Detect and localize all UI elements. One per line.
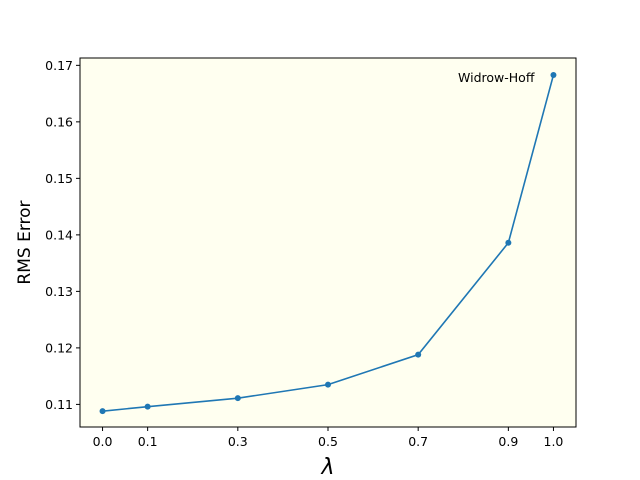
y-axis-label: RMS Error bbox=[15, 200, 35, 284]
x-tick-label: 0.0 bbox=[93, 434, 113, 449]
annotation-label: Widrow-Hoff bbox=[458, 70, 535, 85]
y-tick-label: 0.17 bbox=[45, 58, 73, 73]
data-point bbox=[144, 403, 151, 410]
x-tick-label: 0.3 bbox=[228, 434, 248, 449]
x-tick-label: 0.1 bbox=[138, 434, 158, 449]
data-point bbox=[99, 408, 106, 415]
y-tick-label: 0.13 bbox=[45, 284, 73, 299]
data-point bbox=[325, 381, 331, 388]
x-tick-label: 0.5 bbox=[318, 434, 338, 449]
x-tick-label: 0.9 bbox=[498, 434, 518, 449]
x-tick-label: 1.0 bbox=[544, 434, 564, 449]
data-point bbox=[234, 395, 241, 402]
y-axis-ticks: 0.11 0.12 0.13 0.14 0.15 0.16 0.17 bbox=[45, 58, 80, 412]
chart-marks: Widrow-Hoff bbox=[99, 70, 557, 415]
y-tick-label: 0.11 bbox=[45, 397, 73, 412]
plot-frame bbox=[79, 57, 577, 428]
x-tick-label: 0.7 bbox=[408, 434, 428, 449]
data-point bbox=[505, 239, 512, 246]
y-tick-label: 0.12 bbox=[45, 340, 73, 355]
y-tick-label: 0.15 bbox=[45, 171, 73, 186]
data-point bbox=[415, 351, 422, 358]
x-axis-ticks: 0.0 0.1 0.3 0.5 0.7 0.9 1.0 bbox=[93, 427, 564, 449]
x-axis-label: λ bbox=[320, 455, 334, 480]
y-tick-label: 0.16 bbox=[45, 114, 73, 129]
data-point bbox=[550, 71, 557, 78]
plot-background bbox=[80, 58, 576, 427]
y-tick-label: 0.14 bbox=[45, 227, 73, 242]
